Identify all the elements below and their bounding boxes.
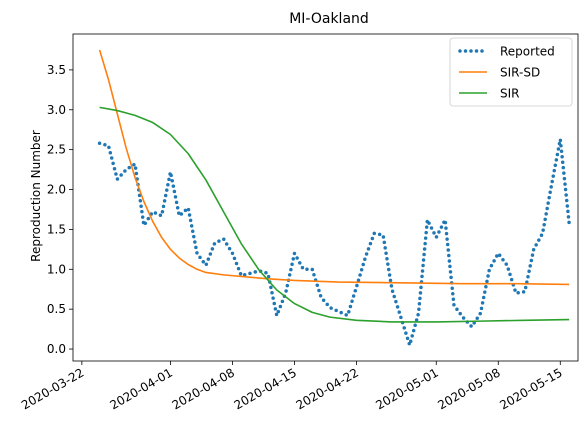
legend-box — [449, 37, 573, 107]
legend-label-sir: SIR — [500, 87, 520, 101]
series-group — [97, 49, 571, 347]
legend-label-reported: Reported — [500, 45, 555, 59]
y-tick-label-4: 2.0 — [47, 183, 66, 197]
axes-frame — [72, 33, 579, 362]
plot-area — [97, 49, 571, 347]
y-axis-label: Reproduction Number — [29, 130, 43, 262]
series-line-sir-sd — [98, 49, 570, 286]
y-tick-label-5: 2.5 — [47, 143, 66, 157]
x-tick-label-5: 2020-05-01 — [373, 365, 440, 412]
legend: Reported SIR-SD SIR — [449, 37, 573, 107]
x-tick-label-4: 2020-04-22 — [294, 365, 361, 412]
y-tick-label-1: 0.5 — [47, 302, 66, 316]
series-line-sir — [99, 106, 570, 323]
legend-label-sir-sd: SIR-SD — [500, 66, 540, 80]
x-tick-label-0: 2020-03-22 — [19, 365, 86, 412]
x-tick-label-6: 2020-05-08 — [435, 365, 502, 412]
y-tick-label-2: 1.0 — [47, 262, 66, 276]
x-tick-label-2: 2020-04-08 — [170, 365, 237, 412]
chart-title: MI-Oakland — [289, 11, 369, 27]
x-tick-label-7: 2020-05-15 — [497, 365, 564, 412]
x-tick-label-1: 2020-04-01 — [108, 365, 175, 412]
y-tick-label-0: 0.0 — [47, 342, 66, 356]
y-tick-label-6: 3.0 — [47, 103, 66, 117]
x-tick-label-3: 2020-04-15 — [232, 365, 299, 412]
y-tick-label-7: 3.5 — [47, 63, 66, 77]
series-line-reported — [97, 137, 571, 347]
y-tick-label-3: 1.5 — [47, 222, 66, 236]
